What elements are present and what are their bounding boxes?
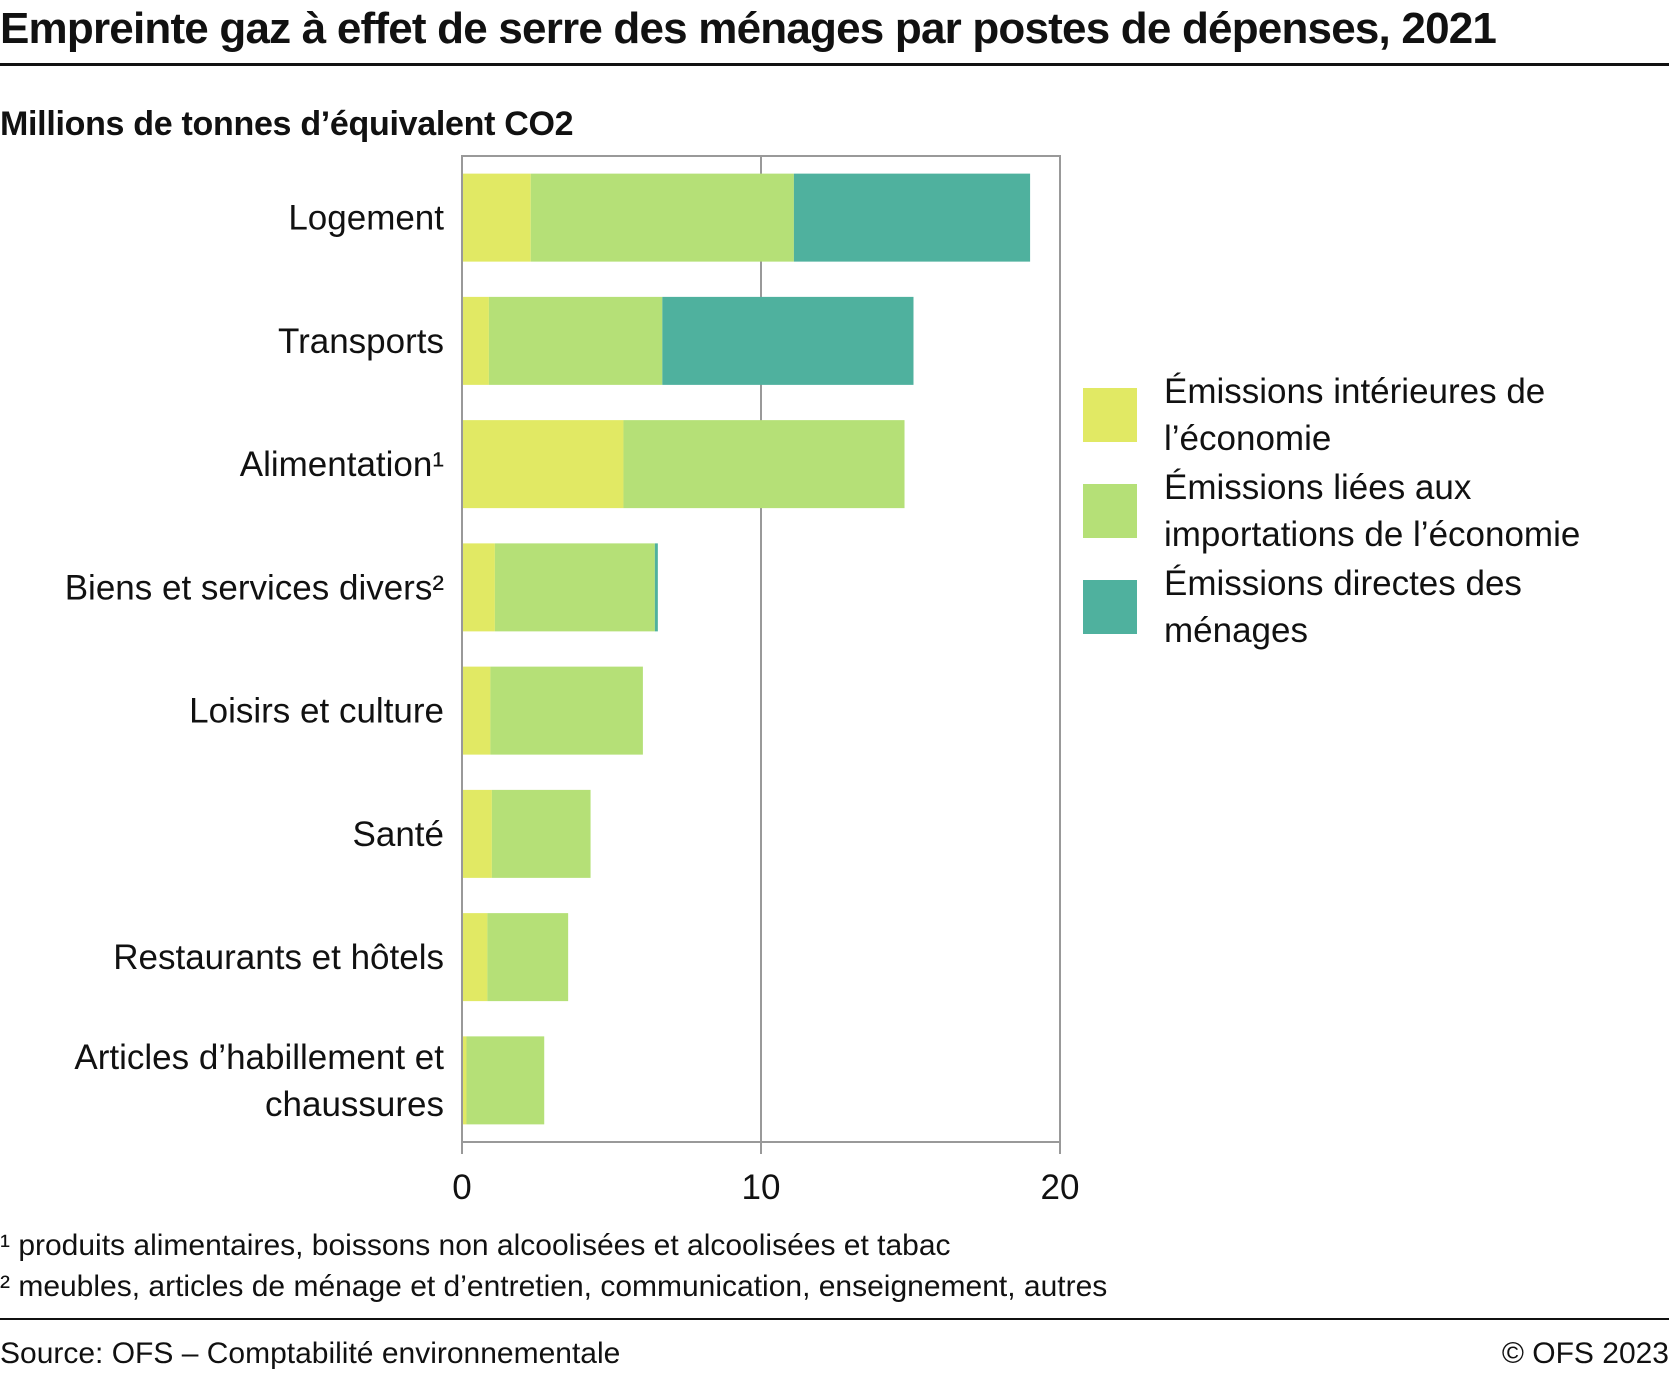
legend-label-line: Émissions intérieures de	[1164, 372, 1546, 411]
bar-segment	[662, 296, 914, 385]
legend-swatch	[1083, 388, 1137, 442]
bar-segment	[462, 543, 495, 632]
source-note: Source: OFS – Comptabilité environnement…	[0, 1337, 621, 1370]
category-label: Logement	[288, 199, 444, 238]
x-tick-label: 10	[742, 1168, 781, 1207]
category-labels: Logement Transports Alimentation¹ Biens et …	[65, 199, 445, 1124]
bars	[462, 173, 1031, 1125]
bar-segment	[462, 420, 624, 509]
bar-chart: Logement Transports Alimentation¹ Biens et …	[65, 155, 1079, 1207]
bar-segment	[530, 173, 794, 262]
x-tick-label: 20	[1041, 1168, 1080, 1207]
category-label: Alimentation¹	[240, 445, 444, 484]
copyright: © OFS 2023	[1501, 1337, 1669, 1370]
legend-item: Émissions intérieures de l’économie	[1083, 368, 1669, 462]
legend-item: Émissions liées aux importations de l’éc…	[1083, 464, 1669, 558]
bar-segment	[462, 1036, 467, 1125]
category-label: Articles d’habillement et	[74, 1038, 444, 1077]
bar-segment	[488, 296, 663, 385]
legend-label-line: Émissions directes des	[1164, 564, 1522, 603]
category-label: Biens et services divers²	[65, 568, 444, 607]
bar-segment	[654, 543, 658, 632]
bar-segment	[793, 173, 1031, 262]
category-label: Restaurants et hôtels	[113, 938, 444, 977]
legend: Émissions intérieures de l’économie Émis…	[1083, 368, 1669, 656]
footer-divider	[0, 1318, 1669, 1320]
bar-segment	[466, 1036, 545, 1125]
legend-swatch	[1083, 580, 1137, 634]
bar-segment	[490, 666, 643, 755]
category-label: Transports	[278, 322, 444, 361]
legend-label-line: l’économie	[1164, 419, 1332, 458]
legend-item: Émissions directes des ménages	[1083, 560, 1669, 654]
bar-segment	[462, 666, 491, 755]
legend-label-line: importations de l’économie	[1164, 515, 1581, 554]
legend-label-line: ménages	[1164, 611, 1308, 650]
chart-title: Empreinte gaz à effet de serre des ménag…	[0, 4, 1497, 53]
category-label: Loisirs et culture	[189, 692, 444, 731]
category-label: Santé	[353, 815, 444, 854]
x-tick-label: 0	[452, 1168, 471, 1207]
bar-segment	[462, 173, 531, 262]
bar-segment	[462, 913, 488, 1002]
title-divider	[0, 63, 1669, 66]
bar-segment	[494, 543, 655, 632]
bar-segment	[462, 789, 492, 878]
bar-segment	[462, 296, 489, 385]
footnote-2: ² meubles, articles de ménage et d’entre…	[0, 1270, 1108, 1303]
footnote-1: ¹ produits alimentaires, boissons non al…	[0, 1229, 951, 1262]
bar-segment	[491, 789, 591, 878]
legend-label-line: Émissions liées aux	[1164, 468, 1472, 507]
bar-segment	[623, 420, 905, 509]
category-label: chaussures	[265, 1085, 444, 1124]
legend-swatch	[1083, 484, 1137, 538]
x-axis: 0 10 20	[452, 1142, 1079, 1207]
chart-subtitle: Millions de tonnes d’équivalent CO2	[0, 105, 574, 143]
footnotes: ¹ produits alimentaires, boissons non al…	[0, 1225, 1107, 1307]
bar-segment	[487, 913, 569, 1002]
